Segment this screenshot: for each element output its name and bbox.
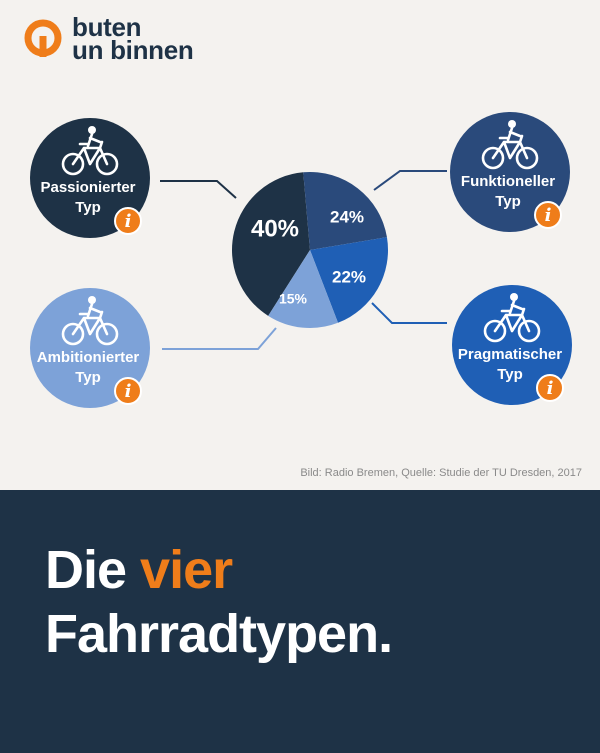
bike-with-basket-and-child-seat-icon bbox=[481, 120, 539, 170]
svg-text:i: i bbox=[125, 381, 132, 402]
info-icon: i bbox=[536, 374, 564, 402]
callout-connector bbox=[160, 180, 237, 199]
headline-panel bbox=[0, 490, 600, 753]
pie-slice bbox=[303, 172, 387, 250]
cyclist-icon bbox=[61, 126, 119, 176]
type-circle bbox=[30, 118, 150, 238]
info-icon: i bbox=[114, 377, 142, 405]
type-label: Funktioneller bbox=[461, 173, 555, 190]
svg-text:i: i bbox=[545, 205, 552, 226]
headline: Die vier Fahrradtypen. bbox=[45, 538, 393, 666]
headline-part1: Die bbox=[45, 540, 141, 600]
type-callout: Funktioneller Typ i bbox=[450, 112, 570, 232]
brand-line-2: un binnen bbox=[72, 35, 194, 65]
slice-value-label: 24% bbox=[330, 207, 364, 226]
type-label: Passionierter bbox=[40, 179, 135, 196]
pie-slice bbox=[310, 237, 388, 323]
brand-logo: buten un binnen bbox=[24, 12, 224, 66]
brand-name: buten un binnen bbox=[72, 12, 194, 65]
type-label: Typ bbox=[495, 193, 521, 210]
svg-text:i: i bbox=[125, 211, 132, 232]
type-label: Typ bbox=[497, 366, 523, 383]
logo-mark-icon bbox=[24, 19, 62, 57]
headline-line-2: Fahrradtypen. bbox=[45, 604, 393, 664]
type-callout: Pragmatischer Typ i bbox=[452, 285, 572, 405]
racing-cyclist-icon bbox=[61, 296, 119, 346]
type-circle bbox=[450, 112, 570, 232]
type-callout: Ambitionierter Typ i bbox=[30, 288, 150, 408]
pie-chart: 40% 24%22%15%PassionierterTypiFunktionell… bbox=[30, 112, 572, 408]
slice-value-label: 22% bbox=[332, 267, 366, 286]
type-callout: Passionierter Typ i bbox=[30, 118, 150, 238]
pie-slice bbox=[268, 250, 339, 328]
slice-value-label: 15% bbox=[279, 291, 308, 307]
pie-slice bbox=[232, 172, 310, 316]
type-label: Typ bbox=[75, 369, 101, 386]
callout-connector bbox=[373, 170, 447, 191]
headline-accent: vier bbox=[140, 540, 233, 600]
callout-connector bbox=[371, 302, 447, 324]
info-icon: i bbox=[114, 207, 142, 235]
type-label: Ambitionierter bbox=[37, 349, 140, 366]
slice-value-label: 40% bbox=[251, 215, 299, 242]
type-circle bbox=[30, 288, 150, 408]
svg-text:i: i bbox=[547, 378, 554, 399]
upright-cyclist-icon bbox=[483, 293, 541, 343]
info-icon: i bbox=[534, 201, 562, 229]
brand-line-1: buten bbox=[72, 12, 142, 42]
callout-connector bbox=[162, 327, 277, 350]
type-label: Pragmatischer bbox=[458, 346, 562, 363]
type-circle bbox=[452, 285, 572, 405]
headline-line-1: Die vier bbox=[45, 538, 392, 602]
source-note: Bild: Radio Bremen, Quelle: Studie der T… bbox=[300, 467, 582, 479]
type-label: Typ bbox=[75, 199, 101, 216]
